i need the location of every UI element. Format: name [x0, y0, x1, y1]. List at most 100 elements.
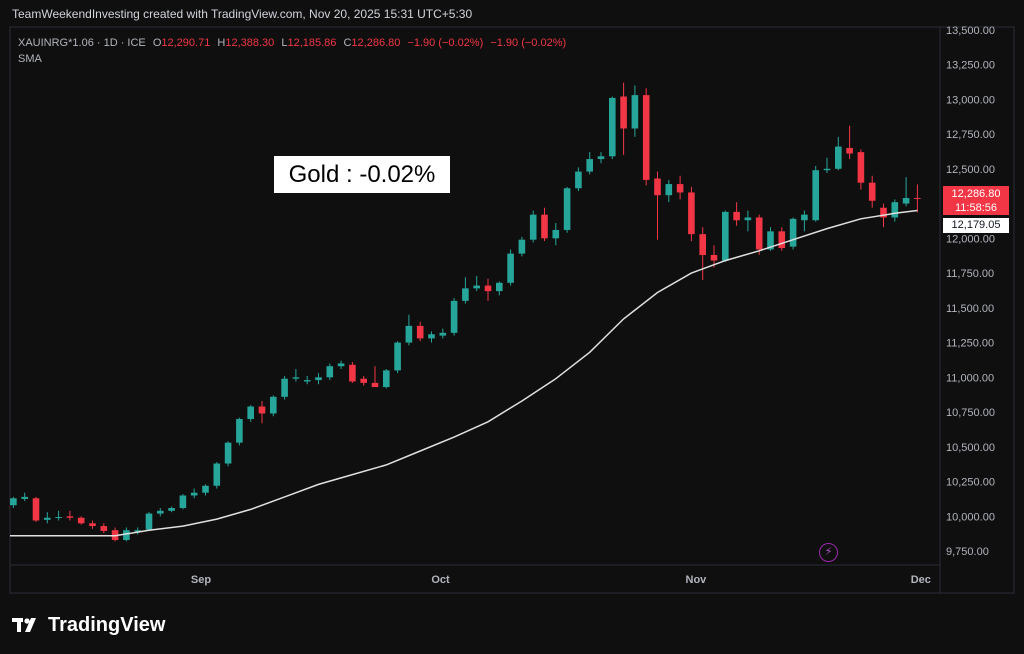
- candle-body: [269, 396, 277, 414]
- symbol-label[interactable]: XAUINRG*1.06 · 1D · ICE: [18, 37, 146, 49]
- candle-body: [778, 231, 786, 249]
- candle: [665, 179, 673, 203]
- candle-body: [834, 146, 842, 169]
- open-label: O: [152, 37, 162, 49]
- x-tick-label: Sep: [191, 574, 211, 586]
- candle-body: [597, 156, 605, 160]
- candle-body: [179, 495, 187, 509]
- sma-price-tag: 12,179.05: [943, 218, 1009, 233]
- x-tick-label: Nov: [686, 574, 708, 586]
- candle: [518, 236, 526, 257]
- candle: [778, 227, 786, 251]
- last-price-value: 12,286.80: [951, 188, 1001, 200]
- candle-body: [247, 406, 254, 420]
- candle-body: [710, 254, 718, 261]
- candle: [303, 375, 311, 385]
- candle-body: [902, 197, 910, 204]
- candle-body: [495, 282, 503, 292]
- candle-body: [914, 197, 921, 199]
- close-label: C: [343, 37, 352, 49]
- candle-body: [575, 171, 582, 189]
- candle: [134, 527, 141, 535]
- change-value: −1.90 (−0.02%): [407, 37, 484, 49]
- candle: [597, 152, 605, 164]
- candle-body: [100, 526, 108, 531]
- candle-body: [529, 214, 537, 240]
- brand-name: TradingView: [48, 613, 166, 636]
- candle-body: [315, 377, 322, 381]
- candle-body: [733, 211, 740, 221]
- candle: [43, 512, 51, 524]
- candle-body: [891, 202, 899, 218]
- candle-body: [213, 463, 221, 486]
- candle: [575, 167, 582, 192]
- y-tick-label: 13,500.00: [946, 25, 995, 37]
- candle-body: [541, 214, 548, 239]
- candle: [834, 136, 842, 171]
- y-tick-label: 10,500.00: [946, 442, 995, 454]
- candle: [258, 400, 266, 424]
- candle-body: [812, 170, 819, 221]
- price-axis[interactable]: 13,500.00 13,250.00 13,000.00 12,750.00 12,5…: [946, 25, 995, 558]
- candle: [823, 157, 831, 173]
- chart-caption: TeamWeekendInvesting created with Tradin…: [12, 7, 473, 21]
- candle-body: [123, 530, 130, 540]
- candle-body: [405, 325, 413, 343]
- candle: [608, 96, 616, 160]
- candle-body: [857, 152, 865, 183]
- candle-body: [450, 300, 458, 333]
- candle-body: [43, 517, 51, 520]
- bar-countdown: 11:58:56: [954, 202, 997, 214]
- candlestick-series: [10, 82, 921, 542]
- candle-body: [326, 366, 334, 378]
- candle-body: [744, 217, 752, 221]
- candle: [224, 441, 232, 467]
- y-tick-label: 13,250.00: [946, 60, 995, 72]
- candle-body: [586, 159, 593, 172]
- y-tick-label: 12,750.00: [946, 129, 995, 141]
- candle: [10, 496, 17, 509]
- candle-body: [89, 523, 96, 527]
- time-axis[interactable]: Sep Oct Nov Dec: [191, 574, 931, 586]
- ohlc-legend: XAUINRG*1.06 · 1D · ICE O12,290.71 H12,3…: [18, 37, 566, 49]
- candle-body: [224, 442, 232, 464]
- candle-body: [518, 239, 526, 254]
- low-label: L: [281, 37, 288, 49]
- candle-body: [190, 492, 198, 496]
- candle: [721, 210, 729, 262]
- y-tick-label: 10,250.00: [946, 477, 995, 489]
- high-value: 12,388.30: [225, 37, 275, 49]
- candle-body: [654, 178, 661, 196]
- y-tick-label: 11,500.00: [946, 303, 994, 315]
- candle: [416, 321, 424, 342]
- candle-body: [563, 188, 571, 230]
- candle: [642, 88, 650, 186]
- candle-body: [236, 419, 243, 443]
- tradingview-logo-icon: [12, 618, 36, 632]
- lightning-alert-icon[interactable]: ⚡: [819, 543, 838, 562]
- candle-body: [552, 229, 560, 239]
- candle-body: [360, 378, 367, 383]
- candle: [281, 375, 288, 400]
- candle: [337, 360, 345, 369]
- y-tick-label: 11,250.00: [946, 338, 994, 350]
- candle-body: [507, 253, 514, 283]
- candle-body: [721, 211, 729, 261]
- candle-body: [394, 342, 401, 371]
- candle: [631, 85, 639, 137]
- candle-body: [801, 214, 808, 221]
- candle: [394, 341, 401, 374]
- candle: [563, 186, 571, 233]
- candle-body: [823, 168, 831, 171]
- candle: [744, 210, 752, 232]
- candle: [360, 375, 367, 386]
- candle-body: [608, 97, 616, 157]
- sma-legend[interactable]: SMA: [18, 53, 42, 65]
- close-value: 12,286.80: [351, 37, 401, 49]
- candle: [292, 368, 300, 382]
- candle: [66, 510, 74, 521]
- candle-body: [337, 363, 345, 367]
- candle-body: [462, 288, 469, 301]
- candle: [699, 227, 706, 281]
